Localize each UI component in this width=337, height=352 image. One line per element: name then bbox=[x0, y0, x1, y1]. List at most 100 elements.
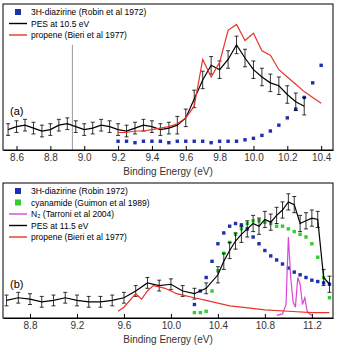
error-bar bbox=[243, 49, 247, 67]
error-bar-stem bbox=[211, 57, 212, 75]
marker bbox=[277, 123, 280, 126]
error-bar-cap bbox=[226, 68, 230, 69]
error-bar-stem bbox=[30, 294, 31, 305]
x-axis-line bbox=[4, 318, 334, 319]
error-bar-cap bbox=[40, 136, 44, 137]
x-tick-label: 9.6 bbox=[118, 320, 132, 331]
error-bar-stem bbox=[206, 283, 207, 294]
error-bar bbox=[302, 97, 306, 115]
series-line bbox=[118, 286, 329, 313]
marker bbox=[257, 242, 260, 245]
error-bar-stem bbox=[304, 97, 305, 115]
series bbox=[6, 36, 306, 137]
error-bar-cap bbox=[228, 242, 232, 243]
marker bbox=[210, 289, 213, 292]
error-bar bbox=[158, 124, 162, 136]
error-bar-cap bbox=[125, 125, 129, 126]
error-bar-cap bbox=[228, 258, 232, 259]
error-bar-cap bbox=[245, 237, 249, 238]
error-bar-stem bbox=[253, 215, 254, 231]
error-bar-cap bbox=[216, 282, 220, 283]
legend-swatch bbox=[15, 200, 21, 206]
error-bar bbox=[304, 213, 308, 229]
error-bar-cap bbox=[48, 135, 52, 136]
error-bar-cap bbox=[251, 231, 255, 232]
error-bar-cap bbox=[234, 249, 238, 250]
error-bar-cap bbox=[226, 50, 230, 51]
marker bbox=[201, 140, 204, 143]
x-tick-mark bbox=[84, 146, 85, 150]
series-line bbox=[118, 24, 321, 132]
error-bar-cap bbox=[87, 307, 91, 308]
error-bar-cap bbox=[74, 132, 78, 133]
marker bbox=[209, 141, 212, 144]
series bbox=[277, 237, 312, 315]
legend-item: PES at 11.5 eV bbox=[9, 221, 89, 231]
error-bar-stem bbox=[123, 292, 124, 303]
error-bar bbox=[275, 207, 279, 223]
error-bar-stem bbox=[100, 296, 101, 307]
error-bar-stem bbox=[223, 253, 224, 269]
series bbox=[193, 222, 331, 306]
marker bbox=[275, 258, 278, 261]
error-bar-cap bbox=[251, 215, 255, 216]
error-bar-cap bbox=[310, 226, 314, 227]
error-bar-cap bbox=[82, 123, 86, 124]
marker bbox=[281, 225, 284, 228]
error-bar-cap bbox=[108, 120, 112, 121]
error-bar bbox=[6, 124, 10, 136]
error-bar-cap bbox=[201, 88, 205, 89]
error-bar-cap bbox=[263, 211, 267, 212]
error-bar bbox=[51, 295, 55, 306]
error-bar-stem bbox=[109, 121, 110, 133]
marker bbox=[281, 262, 284, 265]
legend-label: 3H-diazirine (Robin et al 1972) bbox=[31, 7, 146, 17]
error-bar-cap bbox=[87, 296, 91, 297]
error-bar bbox=[122, 292, 126, 303]
error-bar-cap bbox=[192, 90, 196, 91]
series-line bbox=[8, 45, 304, 131]
error-bar-stem bbox=[270, 214, 271, 230]
error-bar-cap bbox=[28, 304, 32, 305]
marker bbox=[251, 235, 254, 238]
error-bar-stem bbox=[67, 118, 68, 130]
x-tick-label: 9.4 bbox=[145, 152, 159, 163]
x-tick: 10.4 bbox=[312, 146, 332, 163]
x-tick-label: 10.2 bbox=[278, 152, 298, 163]
error-bar bbox=[65, 118, 69, 130]
error-bar-stem bbox=[329, 276, 330, 292]
x-tick: 10.0 bbox=[162, 314, 182, 331]
legend-label: cyanamide (Guimon et al 1989) bbox=[31, 198, 150, 208]
x-tick: 9.2 bbox=[112, 146, 126, 163]
error-bar-cap bbox=[285, 85, 289, 86]
marker bbox=[216, 242, 219, 245]
error-bar-cap bbox=[285, 103, 289, 104]
error-bar-cap bbox=[204, 293, 208, 294]
error-bar bbox=[141, 119, 145, 131]
error-bar-cap bbox=[40, 307, 44, 308]
error-bar-stem bbox=[92, 122, 93, 134]
error-bar bbox=[251, 61, 255, 79]
error-bar-cap bbox=[40, 296, 44, 297]
x-tick-mark bbox=[152, 146, 153, 150]
error-bar bbox=[239, 226, 243, 242]
x-tick: 10.2 bbox=[278, 146, 298, 163]
marker bbox=[228, 225, 231, 228]
x-tick-label: 9.2 bbox=[71, 320, 85, 331]
marker bbox=[204, 310, 207, 313]
error-bar-cap bbox=[269, 214, 273, 215]
error-bar-cap bbox=[6, 123, 10, 124]
error-bar-stem bbox=[323, 269, 324, 285]
error-bar bbox=[222, 253, 226, 269]
error-bar bbox=[216, 267, 220, 283]
error-bar-cap bbox=[257, 234, 261, 235]
error-bar-cap bbox=[277, 94, 281, 95]
marker bbox=[304, 235, 307, 238]
error-bar bbox=[257, 218, 261, 234]
x-tick-mark bbox=[287, 146, 288, 150]
x-tick: 8.8 bbox=[24, 314, 38, 331]
error-bar bbox=[63, 292, 67, 303]
error-bar-cap bbox=[134, 285, 138, 286]
marker bbox=[218, 140, 221, 143]
legend-swatch bbox=[15, 9, 21, 15]
